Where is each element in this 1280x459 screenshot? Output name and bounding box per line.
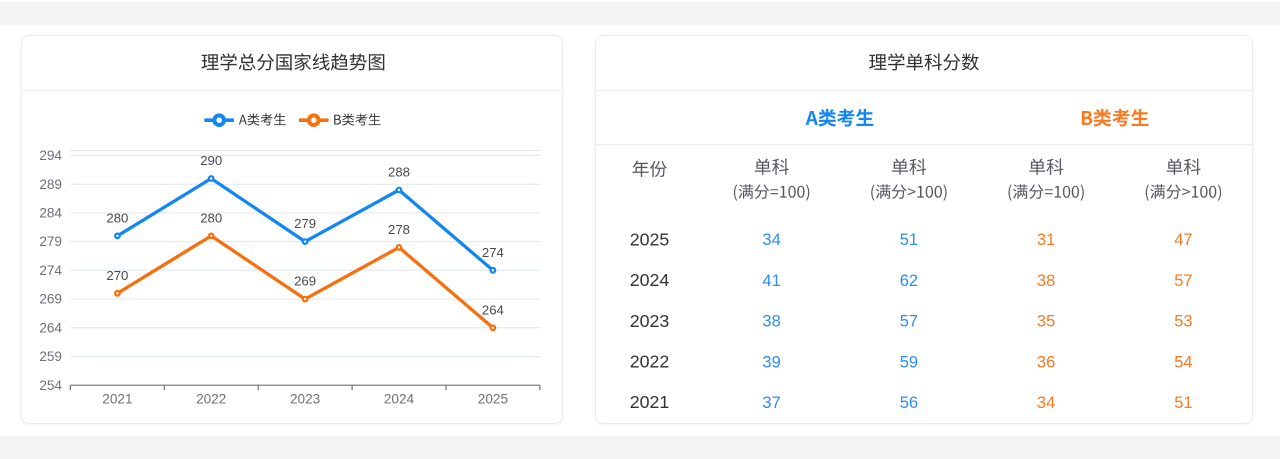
svg-text:264: 264 [482, 302, 504, 317]
svg-text:280: 280 [106, 210, 128, 225]
svg-text:274: 274 [482, 245, 504, 260]
svg-text:284: 284 [39, 206, 62, 221]
svg-text:2025: 2025 [478, 392, 508, 407]
svg-text:269: 269 [39, 292, 62, 307]
svg-text:264: 264 [39, 320, 62, 335]
svg-text:47: 47 [1174, 231, 1192, 249]
svg-text:31: 31 [1037, 231, 1055, 249]
svg-text:278: 278 [388, 222, 410, 237]
svg-text:274: 274 [39, 263, 62, 278]
svg-text:2025: 2025 [630, 230, 670, 250]
svg-text:2021: 2021 [630, 392, 670, 412]
svg-text:38: 38 [1037, 272, 1055, 290]
svg-text:51: 51 [900, 231, 918, 249]
svg-text:2024: 2024 [384, 392, 415, 407]
svg-text:41: 41 [762, 272, 780, 290]
svg-text:34: 34 [1037, 394, 1055, 412]
svg-text:259: 259 [39, 349, 62, 364]
svg-text:37: 37 [762, 394, 780, 412]
svg-text:279: 279 [39, 234, 62, 249]
svg-text:51: 51 [1174, 394, 1192, 412]
svg-text:36: 36 [1037, 353, 1055, 371]
svg-text:57: 57 [1174, 272, 1192, 290]
svg-text:35: 35 [1037, 313, 1055, 331]
svg-text:2022: 2022 [630, 352, 670, 372]
svg-text:279: 279 [294, 216, 316, 231]
svg-text:54: 54 [1174, 353, 1192, 371]
svg-text:269: 269 [294, 274, 316, 289]
svg-text:289: 289 [39, 177, 62, 192]
svg-text:39: 39 [762, 353, 780, 371]
svg-text:2023: 2023 [290, 392, 320, 407]
svg-text:2023: 2023 [630, 311, 670, 331]
svg-text:288: 288 [388, 165, 410, 180]
svg-text:290: 290 [200, 153, 222, 168]
svg-text:56: 56 [900, 394, 918, 412]
svg-text:53: 53 [1174, 313, 1192, 331]
svg-text:34: 34 [762, 231, 780, 249]
svg-text:270: 270 [106, 268, 128, 283]
svg-text:280: 280 [200, 210, 222, 225]
svg-text:254: 254 [39, 378, 62, 393]
svg-text:57: 57 [900, 313, 918, 331]
svg-text:2024: 2024 [630, 270, 670, 290]
svg-text:2021: 2021 [102, 392, 132, 407]
svg-text:38: 38 [762, 313, 780, 331]
svg-text:2022: 2022 [196, 392, 226, 407]
svg-text:294: 294 [39, 148, 62, 163]
svg-text:59: 59 [900, 353, 918, 371]
svg-text:62: 62 [900, 272, 918, 290]
